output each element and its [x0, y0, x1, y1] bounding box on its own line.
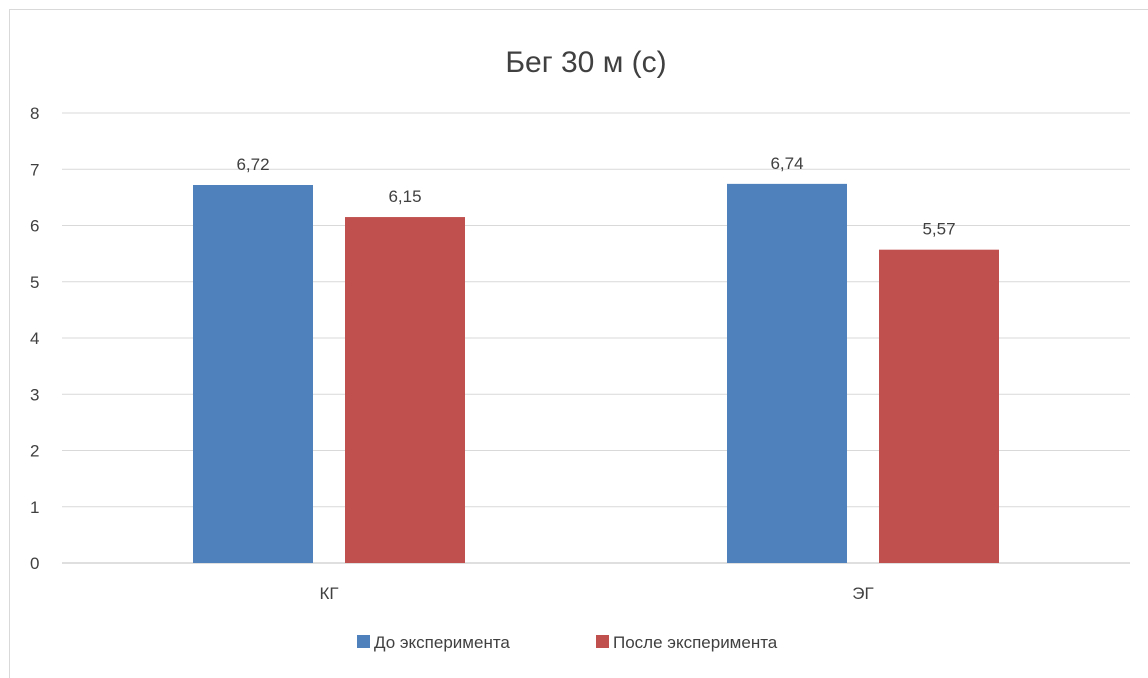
bar-after-eg [879, 249, 999, 563]
y-tick-label: 4 [30, 329, 39, 348]
y-tick-label: 8 [30, 104, 39, 123]
y-tick-label: 7 [30, 160, 39, 179]
chart-frame [9, 9, 1148, 678]
bars: 6,72 6,15 6,74 5,57 [193, 154, 999, 563]
data-label: 6,15 [388, 187, 421, 206]
y-tick-label: 0 [30, 554, 39, 573]
y-tick-label: 5 [30, 273, 39, 292]
y-tick-label: 1 [30, 498, 39, 517]
data-label: 6,74 [770, 154, 803, 173]
x-tick-label: КГ [319, 584, 338, 603]
bar-before-kg [193, 185, 313, 563]
y-tick-label: 3 [30, 385, 39, 404]
legend-label: После эксперимента [613, 633, 778, 652]
chart-title: Бег 30 м (с) [505, 46, 666, 79]
data-label: 5,57 [922, 220, 955, 239]
legend: До эксперимента После эксперимента [357, 633, 778, 652]
x-axis: КГ ЭГ [319, 584, 873, 603]
x-tick-label: ЭГ [852, 584, 873, 603]
y-tick-label: 6 [30, 217, 39, 236]
y-tick-label: 2 [30, 442, 39, 461]
data-label: 6,72 [236, 155, 269, 174]
legend-label: До эксперимента [374, 633, 510, 652]
bar-after-kg [345, 217, 465, 563]
legend-swatch [596, 635, 609, 648]
legend-swatch [357, 635, 370, 648]
bar-before-eg [727, 183, 847, 563]
y-axis: 0 1 2 3 4 5 6 7 8 [30, 104, 39, 573]
